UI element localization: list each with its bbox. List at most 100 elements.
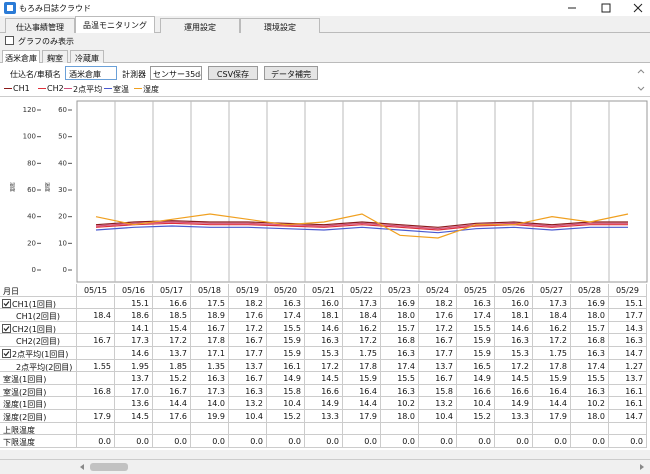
table-cell: 16.3 <box>457 296 495 310</box>
table-cell: 17.1 <box>191 347 229 360</box>
table-cell: 15.5 <box>267 321 305 335</box>
table-cell: 16.3 <box>609 334 647 347</box>
table-cell <box>571 422 609 436</box>
date-header: 05/21 <box>305 284 343 297</box>
table-cell: 14.5 <box>305 372 343 385</box>
table-cell: 14.4 <box>153 397 191 410</box>
y-tick-label: 0 <box>63 266 67 274</box>
tab[interactable]: 仕込事績管理 <box>5 18 75 33</box>
table-cell: 13.7 <box>115 372 153 385</box>
date-header: 05/25 <box>457 284 495 297</box>
table-cell: 15.2 <box>153 372 191 385</box>
y2-tick-label: 20 <box>27 239 36 247</box>
table-cell: 16.3 <box>229 384 267 398</box>
subtab[interactable]: 酒米倉庫 <box>2 50 40 63</box>
table-cell: 17.7 <box>229 347 267 360</box>
table-cell: 16.8 <box>381 334 419 347</box>
button[interactable]: データ補完 <box>264 66 318 80</box>
table-cell: 17.6 <box>229 309 267 322</box>
sensor-input[interactable]: センサー35d49( <box>150 66 202 80</box>
row-label: 2点平均(1回目) <box>0 347 77 360</box>
table-cell: 16.6 <box>495 384 533 398</box>
table-cell: 13.3 <box>305 410 343 423</box>
subtab[interactable]: 麹室 <box>42 50 68 63</box>
row-checkbox[interactable] <box>2 298 11 308</box>
legend-scroll[interactable] <box>636 67 646 93</box>
series-line <box>95 213 629 239</box>
table-cell: 15.1 <box>609 296 647 310</box>
table-cell: 0.0 <box>229 435 267 448</box>
table-cell: 17.9 <box>77 410 115 423</box>
checkbox-label[interactable]: グラフのみ表示 <box>18 37 74 46</box>
button[interactable]: CSV保存 <box>208 66 258 80</box>
tab[interactable]: 環境設定 <box>240 18 320 33</box>
y-tick-label: 30 <box>58 186 67 194</box>
date-header: 05/18 <box>191 284 229 297</box>
table-cell: 10.4 <box>457 397 495 410</box>
table-cell: 10.4 <box>229 410 267 423</box>
window-controls[interactable] <box>560 0 650 16</box>
horizontal-scrollbar[interactable] <box>0 459 650 473</box>
table-cell: 15.3 <box>305 347 343 360</box>
legend-label: CH2 <box>47 84 64 93</box>
table-cell: 18.5 <box>153 309 191 322</box>
table-cell: 16.3 <box>381 384 419 398</box>
tab[interactable]: 運用設定 <box>160 18 240 33</box>
row-label: 湿度(1回目) <box>0 397 77 410</box>
table-cell: 14.9 <box>495 397 533 410</box>
table-cell: 0.0 <box>77 435 115 448</box>
table-cell <box>191 422 229 436</box>
table-cell: 16.5 <box>457 359 495 373</box>
checkbox[interactable] <box>5 36 14 45</box>
table-cell: 13.7 <box>229 359 267 373</box>
row-label: CH2(1回目) <box>0 321 77 335</box>
row-checkbox[interactable] <box>2 349 11 358</box>
table-cell: 14.6 <box>305 321 343 335</box>
table-cell: 19.9 <box>191 410 229 423</box>
table-cell: 0.0 <box>495 435 533 448</box>
table-cell <box>77 397 115 410</box>
data-table: 月日 05/15 05/16 05/17 05/18 05/19 05/20 05/21 05/… <box>0 284 650 450</box>
table-cell: 14.4 <box>343 397 381 410</box>
legend-label: 2点平均 <box>73 85 103 94</box>
table-cell: 18.4 <box>343 309 381 322</box>
table-cell: 0.0 <box>267 435 305 448</box>
table-cell: 1.55 <box>77 359 115 373</box>
table-cell: 1.27 <box>609 359 647 373</box>
table-cell: 14.6 <box>495 321 533 335</box>
table-cell: 0.0 <box>533 435 571 448</box>
table-cell <box>533 422 571 436</box>
table-cell <box>305 422 343 436</box>
table-cell: 17.3 <box>191 384 229 398</box>
table-cell: 17.3 <box>533 296 571 310</box>
table-cell: 17.2 <box>495 359 533 373</box>
table-cell: 16.1 <box>609 397 647 410</box>
table-cell: 14.3 <box>609 321 647 335</box>
subtab[interactable]: 冷蔵庫 <box>70 50 104 63</box>
series-line <box>95 220 628 228</box>
y2-tick-label: 80 <box>27 159 36 167</box>
table-cell: 18.1 <box>495 309 533 322</box>
date-header: 05/20 <box>267 284 305 297</box>
row-checkbox[interactable] <box>2 323 11 333</box>
y2-tick-label: 60 <box>27 186 36 194</box>
table-cell: 17.3 <box>343 296 381 310</box>
table-cell: 17.4 <box>571 359 609 373</box>
table-cell: 14.0 <box>191 397 229 410</box>
table-cell: 16.8 <box>571 334 609 347</box>
y2-tick-label: 0 <box>32 266 36 274</box>
table-cell: 15.5 <box>381 372 419 385</box>
y2-tick-label: 100 <box>23 133 36 141</box>
table-cell: 16.6 <box>153 296 191 310</box>
table-cell <box>267 422 305 436</box>
date-header: 05/17 <box>153 284 191 297</box>
table-cell <box>77 422 115 436</box>
table-cell: 0.0 <box>609 435 647 448</box>
table-cell: 1.35 <box>191 359 229 373</box>
y2-tick-label: 120 <box>23 106 36 114</box>
date-header: 05/29 <box>609 284 647 297</box>
table-cell: 16.7 <box>229 372 267 385</box>
table-cell: 16.3 <box>495 334 533 347</box>
name-input[interactable]: 酒米倉庫 <box>65 66 117 80</box>
tab[interactable]: 品温モニタリング <box>75 16 155 33</box>
